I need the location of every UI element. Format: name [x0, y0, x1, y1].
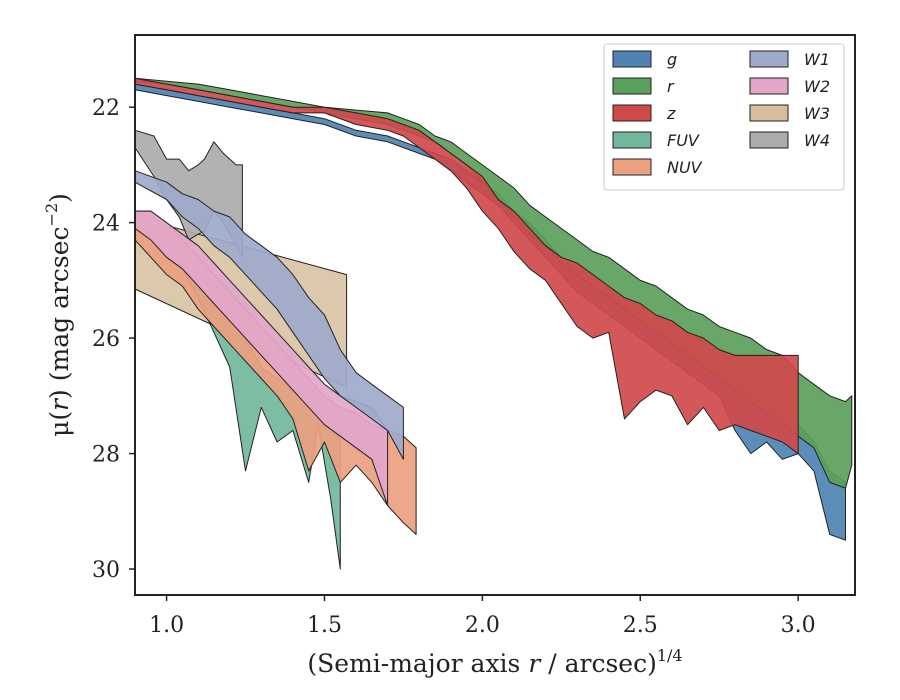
y-tick-label: 22 — [92, 96, 120, 121]
y-tick-label: 28 — [92, 443, 120, 468]
x-tick-label: 2.0 — [465, 613, 500, 638]
legend-label-w2: W2 — [804, 77, 830, 96]
legend-label-g: g — [667, 50, 677, 69]
legend-label-w4: W4 — [804, 131, 830, 150]
band-z — [134, 77, 799, 455]
y-axis-label: μ(r) (mag arcsec−2) — [42, 193, 74, 437]
x-ticks: 1.0 1.5 2.0 2.5 3.0 — [149, 595, 816, 638]
legend-swatch-nuv — [612, 158, 652, 176]
series-bands — [134, 77, 853, 570]
legend-label-r: r — [667, 77, 675, 96]
band-w1 — [134, 170, 404, 460]
legend-swatch-r — [612, 77, 652, 95]
legend-swatch-w1 — [749, 50, 789, 68]
y-tick-label: 30 — [92, 558, 120, 583]
legend-swatch-fuv — [612, 131, 652, 149]
legend-label-z: z — [666, 104, 676, 123]
legend-label-w1: W1 — [804, 50, 830, 69]
band-w2 — [134, 210, 389, 506]
x-tick-label: 1.5 — [307, 613, 342, 638]
legend-swatch-w2 — [749, 77, 789, 95]
legend-swatch-z — [612, 104, 652, 122]
x-axis-label: (Semi-major axis r / arcsec)1/4 — [307, 646, 682, 678]
legend-swatch-g — [612, 50, 652, 68]
x-tick-label: 1.0 — [149, 613, 184, 638]
legend: grz FUV NUV W1 W2 W3 W4 — [603, 43, 845, 191]
x-tick-label: 2.5 — [623, 613, 658, 638]
legend-swatch-w3 — [749, 104, 789, 122]
legend-swatch-w4 — [749, 131, 789, 149]
y-tick-label: 26 — [92, 327, 120, 352]
plot-frame — [134, 34, 856, 596]
legend-label-w3: W3 — [804, 104, 830, 123]
y-tick-label: 24 — [92, 212, 120, 237]
legend-label-fuv: FUV — [667, 131, 700, 150]
x-tick-label: 3.0 — [781, 613, 816, 638]
legend-label-nuv: NUV — [667, 158, 703, 177]
y-ticks: 22 24 26 28 30 — [92, 96, 135, 583]
